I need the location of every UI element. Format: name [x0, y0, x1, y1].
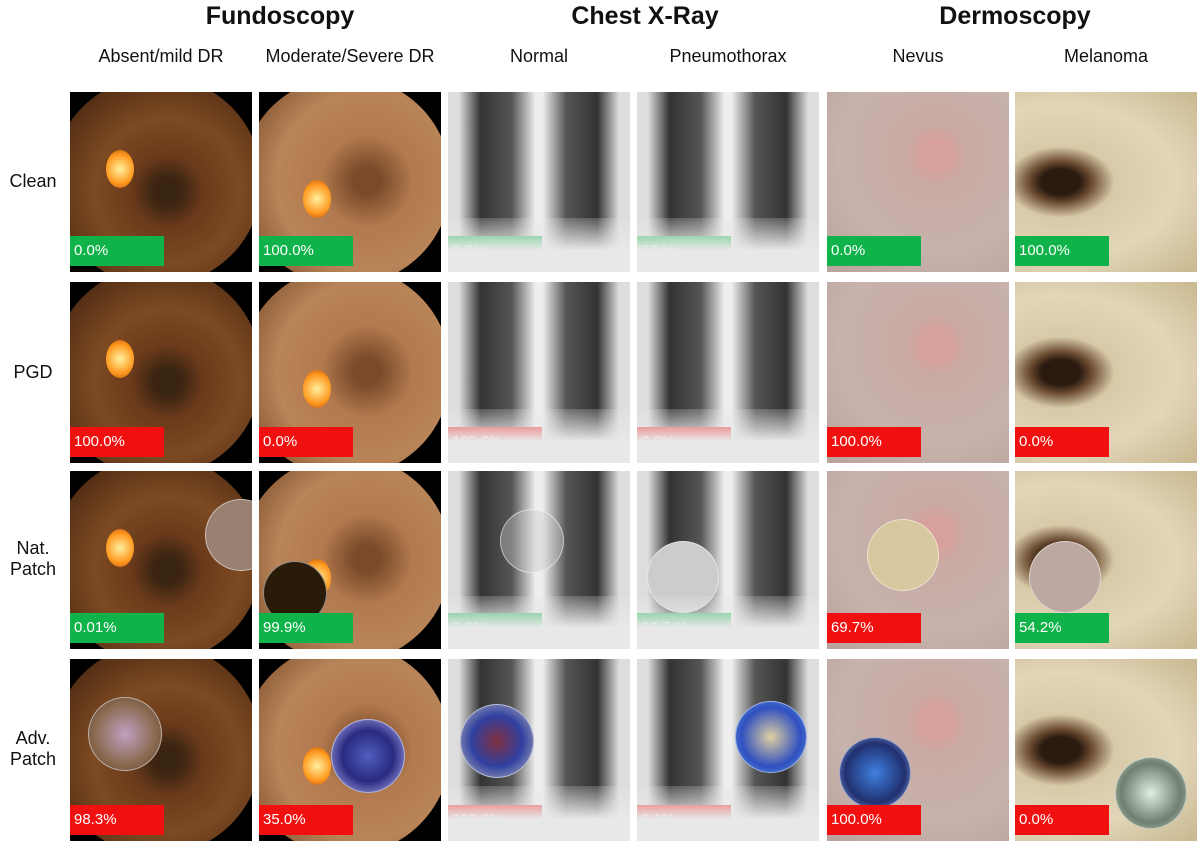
row-label: Clean [9, 171, 57, 191]
image-cell: 0.01% [70, 471, 252, 649]
prediction-label: 100.0% [827, 427, 921, 457]
image-cell: 0.0% [637, 282, 819, 463]
prediction-label: 100.0% [448, 427, 542, 457]
patch [460, 704, 534, 778]
prediction-label: 0.0% [637, 427, 731, 457]
optic-disc [106, 340, 134, 378]
image-cell: 98.3% [70, 659, 252, 841]
prediction-label: 98.3% [70, 805, 164, 835]
prediction-label: 0.3% [448, 613, 542, 643]
column-header: Normal [509, 46, 568, 66]
image-cell: 0.2% [448, 92, 630, 272]
patch [1029, 541, 1101, 613]
column-header: Pneumothorax [669, 46, 787, 66]
patch [331, 719, 405, 793]
image-cell: 100.0% [448, 659, 630, 841]
prediction-label: 96.7 % [637, 613, 731, 643]
image-cell: 100.0% [827, 659, 1009, 841]
patch [867, 519, 939, 591]
optic-disc [303, 747, 331, 785]
optic-disc [106, 150, 134, 188]
patch [205, 499, 252, 571]
optic-disc [106, 529, 134, 567]
optic-disc [303, 180, 331, 218]
image-cell: 35.0% [259, 659, 441, 841]
optic-disc [303, 370, 331, 408]
image-cell: 99.% [637, 92, 819, 272]
prediction-label: 99.% [637, 236, 731, 266]
image-cell: 0.3% [448, 471, 630, 649]
prediction-label: 100.0% [827, 805, 921, 835]
prediction-label: 0.0% [1015, 805, 1109, 835]
prediction-label: 100.0% [70, 427, 164, 457]
image-cell: 54.2% [1015, 471, 1197, 649]
prediction-label: 0.2% [448, 236, 542, 266]
prediction-label: 99.9% [259, 613, 353, 643]
prediction-label: 100.0% [1015, 236, 1109, 266]
column-header: Absent/mild DR [98, 46, 224, 66]
row-label: Adv. Patch [9, 728, 57, 769]
row-label: PGD [13, 361, 53, 382]
prediction-label: 0.0% [827, 236, 921, 266]
prediction-label: 0.01% [70, 613, 164, 643]
prediction-label: 0.1% [637, 805, 731, 835]
prediction-label: 54.2% [1015, 613, 1109, 643]
image-cell: 100.0% [1015, 92, 1197, 272]
prediction-label: 35.0% [259, 805, 353, 835]
column-header: Nevus [892, 46, 944, 66]
image-cell: 100.0% [827, 282, 1009, 463]
image-cell: 69.7% [827, 471, 1009, 649]
image-cell: 0.0% [259, 282, 441, 463]
image-cell: 100.0% [70, 282, 252, 463]
patch [735, 701, 807, 773]
patch [839, 737, 911, 809]
prediction-label: 0.0% [1015, 427, 1109, 457]
prediction-label: 100.0% [259, 236, 353, 266]
prediction-label: 0.0% [259, 427, 353, 457]
group-header: Dermoscopy [939, 2, 1091, 30]
patch [647, 541, 719, 613]
group-header: Fundoscopy [205, 2, 355, 30]
column-header: Melanoma [1063, 46, 1149, 66]
group-header: Chest X-Ray [571, 2, 719, 30]
image-cell: 0.0% [1015, 659, 1197, 841]
image-cell: 100.0% [259, 92, 441, 272]
image-cell: 96.7 % [637, 471, 819, 649]
patch [88, 697, 162, 771]
image-cell: 0.0% [70, 92, 252, 272]
image-cell: 0.0% [1015, 282, 1197, 463]
image-cell: 100.0% [448, 282, 630, 463]
image-cell: 0.1% [637, 659, 819, 841]
image-cell: 99.9% [259, 471, 441, 649]
row-label: Nat. Patch [9, 538, 57, 579]
prediction-label: 0.0% [70, 236, 164, 266]
patch [500, 509, 564, 573]
prediction-label: 69.7% [827, 613, 921, 643]
column-header: Moderate/Severe DR [265, 46, 435, 66]
prediction-label: 100.0% [448, 805, 542, 835]
image-cell: 0.0% [827, 92, 1009, 272]
patch [1115, 757, 1187, 829]
